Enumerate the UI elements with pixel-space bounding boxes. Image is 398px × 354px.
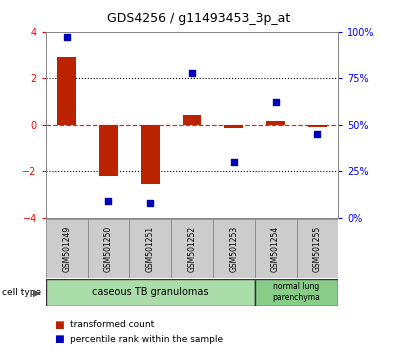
Bar <box>46 279 255 306</box>
Bar <box>46 219 88 278</box>
Bar <box>57 57 76 125</box>
Text: GSM501252: GSM501252 <box>187 225 197 272</box>
Text: ■: ■ <box>54 334 63 344</box>
Text: caseous TB granulomas: caseous TB granulomas <box>92 287 209 297</box>
Text: GSM501249: GSM501249 <box>62 225 71 272</box>
Text: GSM501255: GSM501255 <box>313 225 322 272</box>
Bar <box>213 219 255 278</box>
Bar <box>297 219 338 278</box>
Text: percentile rank within the sample: percentile rank within the sample <box>70 335 223 344</box>
Point <box>64 35 70 40</box>
Text: GSM501253: GSM501253 <box>229 225 238 272</box>
Point <box>314 131 321 137</box>
Bar <box>255 219 297 278</box>
Bar <box>99 125 118 176</box>
Bar <box>129 219 171 278</box>
Bar <box>266 121 285 125</box>
Point <box>147 200 154 206</box>
Bar <box>224 125 243 127</box>
Text: ■: ■ <box>54 320 63 330</box>
Text: normal lung
parenchyma: normal lung parenchyma <box>273 282 320 302</box>
Point <box>272 100 279 105</box>
Bar <box>88 219 129 278</box>
Bar <box>183 115 201 125</box>
Text: GSM501251: GSM501251 <box>146 225 155 272</box>
Text: GSM501254: GSM501254 <box>271 225 280 272</box>
Bar <box>141 125 160 184</box>
Bar <box>171 219 213 278</box>
Text: GDS4256 / g11493453_3p_at: GDS4256 / g11493453_3p_at <box>107 12 291 25</box>
Text: GSM501250: GSM501250 <box>104 225 113 272</box>
Point <box>231 159 237 165</box>
Bar <box>255 279 338 306</box>
Text: ▶: ▶ <box>33 287 40 297</box>
Bar <box>308 125 327 127</box>
Point <box>105 198 111 204</box>
Text: cell type: cell type <box>2 288 41 297</box>
Text: transformed count: transformed count <box>70 320 154 330</box>
Point <box>189 70 195 76</box>
